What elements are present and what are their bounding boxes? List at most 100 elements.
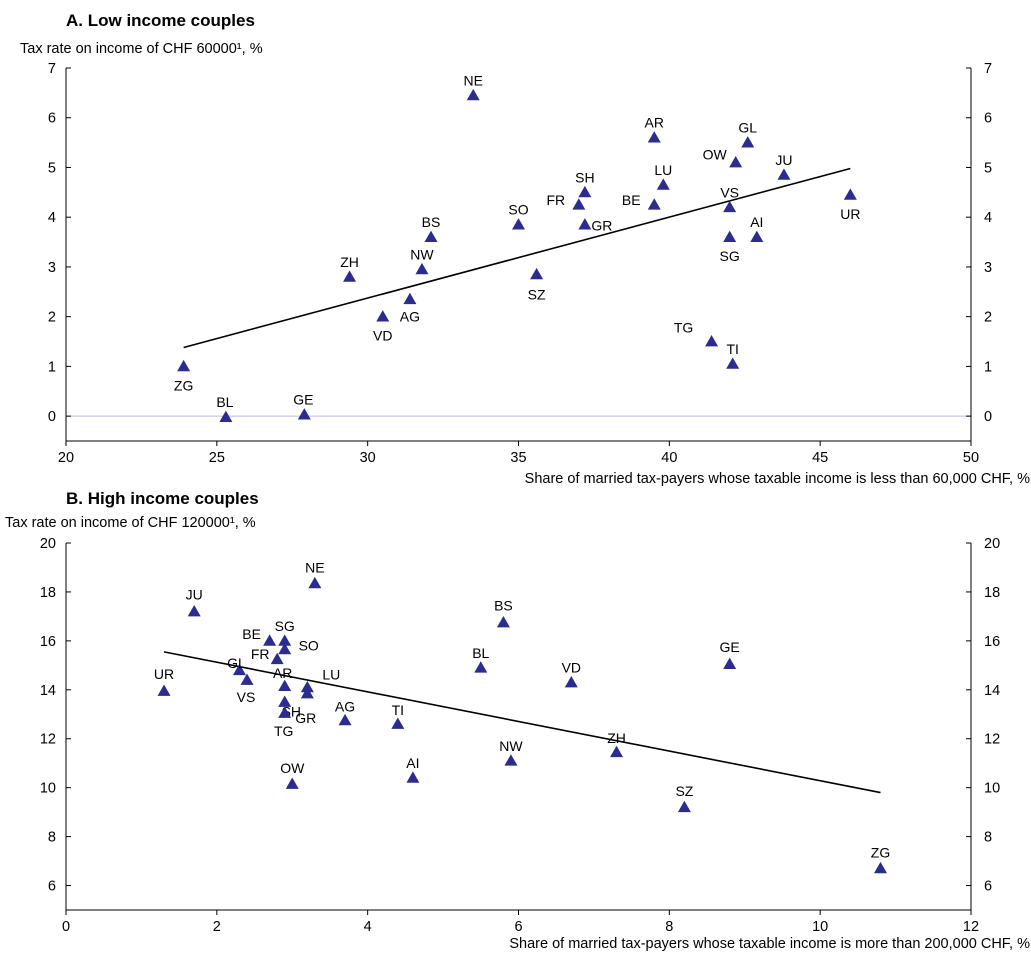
- panel-b-marker-ti: [391, 717, 405, 729]
- panel-a-trend-line: [183, 167, 851, 349]
- panel-b-point-label-ar: AR: [273, 665, 292, 681]
- panel-a-y-tick-label-left: 4: [48, 210, 56, 226]
- panel-b-y-tick-label-left: 8: [48, 830, 56, 846]
- panel-a-x-tick-label: 20: [58, 450, 74, 466]
- panel-b-marker-vs: [240, 673, 254, 685]
- panel-a-marker-zh: [343, 270, 357, 282]
- panel-a-y-tick-label-right: 4: [984, 210, 992, 226]
- panel-a-y-axis-title: Tax rate on income of CHF 60000¹, %: [20, 41, 263, 57]
- panel-a-y-tick-label-left: 3: [48, 260, 56, 276]
- panel-b-marker-sz: [677, 800, 691, 813]
- panel-a-marker-fr: [572, 198, 586, 210]
- panel-b-y-tick-label-left: 16: [40, 634, 56, 650]
- panel-b-marker-zh: [610, 745, 624, 758]
- panel-b-marker-so: [278, 642, 292, 655]
- panel-a-y-tick-label-right: 6: [984, 111, 992, 127]
- panel-b-point-label-sz: SZ: [675, 783, 693, 799]
- panel-a-x-tick-label: 30: [360, 450, 376, 466]
- panel-a-point-label-ar: AR: [645, 115, 664, 131]
- panel-a-marker-gl: [741, 136, 755, 148]
- panel-a-y-tick-label-right: 2: [984, 310, 992, 326]
- panel-b-point-label-gl: GL: [227, 655, 246, 671]
- panel-a-point-label-ne: NE: [464, 72, 483, 88]
- panel-a-marker-ar: [647, 131, 661, 143]
- panel-b-point-label-ti: TI: [392, 702, 404, 718]
- panel-a-marker-ur: [843, 188, 857, 200]
- panel-b-y-tick-label-left: 12: [40, 732, 56, 748]
- panel-b-y-tick-label-right: 18: [984, 585, 1000, 601]
- panel-b-y-tick-label-right: 14: [984, 683, 1000, 699]
- panel-b-marker-gl: [232, 663, 246, 676]
- panel-b-point-label-gr: GR: [295, 710, 316, 726]
- panel-b-y-tick-label-left: 14: [40, 683, 56, 699]
- panel-a-point-label-tg: TG: [674, 320, 693, 336]
- panel-a-point-label-nw: NW: [410, 246, 434, 262]
- panel-b-y-axis-title: Tax rate on income of CHF 120000¹, %: [5, 515, 256, 531]
- panel-b-point-label-ow: OW: [280, 760, 305, 776]
- panel-a-marker-sz: [530, 267, 544, 280]
- panel-a-y-tick-label-left: 2: [48, 310, 56, 326]
- panel-b-marker-bl: [474, 661, 488, 673]
- panel-a-point-label-so: SO: [508, 202, 528, 218]
- panel-a-point-label-lu: LU: [654, 162, 672, 178]
- panel-b-point-label-zg: ZG: [871, 844, 890, 860]
- panel-a-point-label-ge: GE: [293, 392, 313, 408]
- panel-a-marker-ne: [466, 88, 480, 101]
- panel-a-marker-sh: [578, 185, 592, 198]
- panel-a-marker-vd: [376, 310, 390, 322]
- panel-a-point-label-sg: SG: [720, 248, 740, 264]
- panel-a-x-tick-label: 25: [209, 450, 225, 466]
- panel-a-marker-so: [512, 218, 525, 230]
- panel-b-x-tick-label: 4: [364, 919, 372, 935]
- panel-a-x-tick-label: 35: [510, 450, 526, 466]
- panel-b-marker-bs: [496, 616, 510, 628]
- panel-b-trend-line: [163, 651, 881, 794]
- panel-a-point-label-be: BE: [622, 192, 641, 208]
- panel-b-marker-zg: [874, 861, 887, 874]
- panel-b-point-label-nw: NW: [499, 738, 523, 754]
- panel-b-y-tick-label-right: 16: [984, 634, 1000, 650]
- panel-b-x-axis-title: Share of married tax-payers whose taxabl…: [509, 936, 1030, 952]
- panel-b-y-tick-label-right: 12: [984, 732, 1000, 748]
- panel-b-point-label-vs: VS: [237, 689, 256, 705]
- panel-a-marker-zg: [177, 359, 191, 372]
- panel-a-point-label-ai: AI: [750, 214, 763, 230]
- panel-b-marker-nw: [504, 754, 518, 766]
- panel-b-y-tick-label-left: 20: [40, 536, 56, 552]
- panel-b-point-label-tg: TG: [274, 723, 293, 739]
- panel-b-marker-sg: [278, 634, 292, 646]
- panel-a-x-tick-label: 40: [661, 450, 677, 466]
- panel-b-marker-gr: [278, 695, 292, 707]
- panel-a-point-label-ur: UR: [840, 206, 860, 222]
- panel-a-point-label-ow: OW: [703, 146, 728, 162]
- panel-b-x-tick-label: 6: [514, 919, 522, 935]
- panel-a-y-tick-label-right: 0: [984, 409, 992, 425]
- panel-a-point-label-zg: ZG: [174, 377, 193, 393]
- panel-b-point-label-so: SO: [299, 637, 319, 653]
- panel-b-marker-fr: [270, 652, 284, 665]
- panel-b-y-tick-label-right: 8: [984, 830, 992, 846]
- panel-a-point-label-zh: ZH: [340, 254, 359, 270]
- panel-b-marker-ge: [723, 657, 737, 669]
- panel-b-marker-ju: [187, 605, 201, 617]
- panel-a-title: A. Low income couples: [66, 11, 255, 30]
- panel-a-y-tick-label-right: 5: [984, 160, 992, 176]
- panel-b-marker-ur: [157, 684, 171, 696]
- panel-b-y-tick-label-right: 10: [984, 781, 1000, 797]
- panel-b-point-label-be: BE: [242, 626, 261, 642]
- panel-a-point-label-sh: SH: [575, 169, 594, 185]
- panel-b-x-tick-label: 2: [213, 919, 221, 935]
- panel-b-point-label-lu: LU: [322, 666, 340, 682]
- panel-a-point-label-vs: VS: [720, 184, 739, 200]
- panel-b-point-label-ur: UR: [154, 666, 174, 682]
- panel-a-marker-gr: [578, 218, 592, 230]
- panel-b-point-label-zh: ZH: [607, 730, 626, 746]
- panel-a-y-tick-label-right: 7: [984, 61, 992, 77]
- panel-b-point-label-bs: BS: [494, 598, 513, 614]
- panel-a-y-tick-label-left: 6: [48, 111, 56, 127]
- panel-a-point-label-bl: BL: [216, 394, 233, 410]
- panel-a-y-tick-label-right: 1: [984, 359, 992, 375]
- panel-a-marker-ge: [297, 408, 311, 420]
- panel-a-marker-tg: [705, 335, 719, 347]
